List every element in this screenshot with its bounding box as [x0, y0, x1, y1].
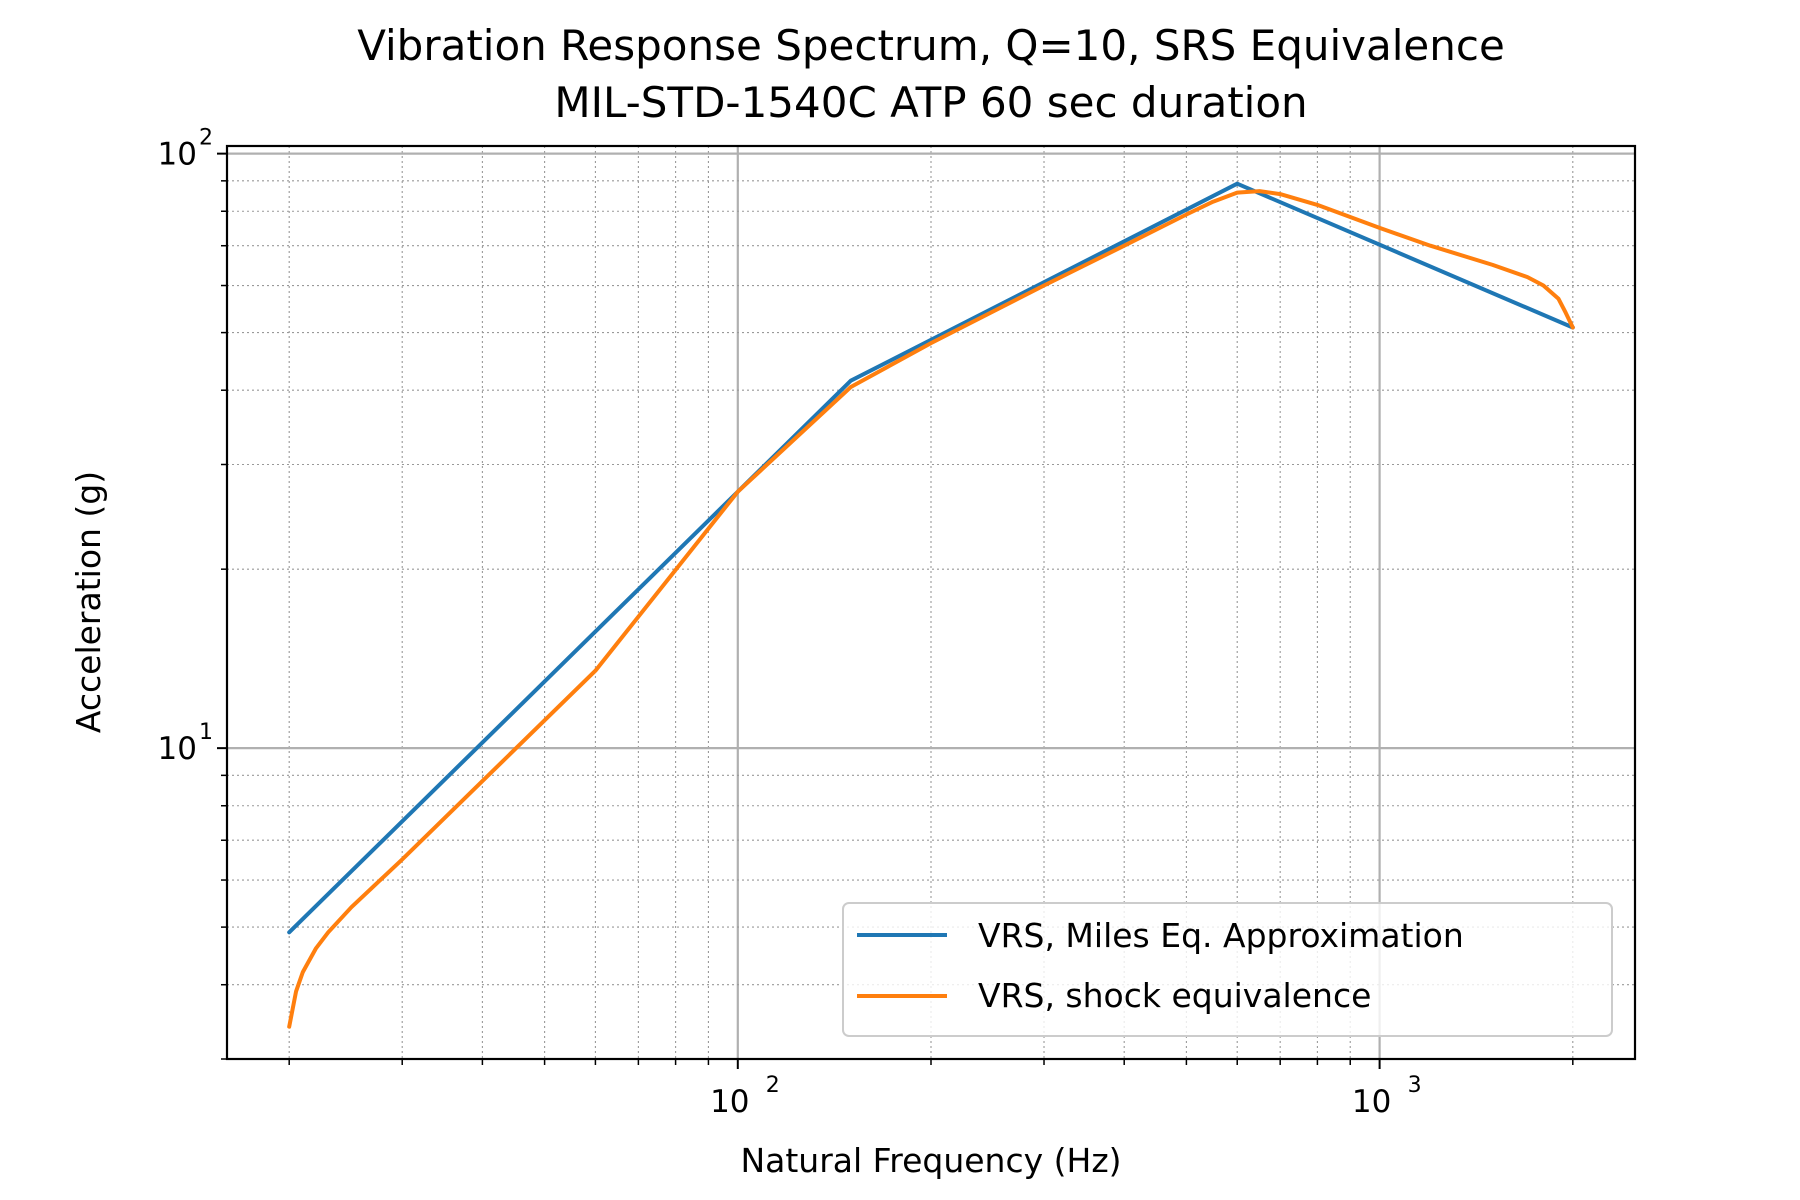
axis-ticks: 10 2 10 310 110 2 — [158, 126, 1574, 1120]
x-tick-label-exponent: 2 — [766, 1073, 780, 1098]
x-tick-label-exponent: 3 — [1408, 1073, 1422, 1098]
legend-label-miles: VRS, Miles Eq. Approximation — [978, 916, 1464, 955]
chart-title: Vibration Response Spectrum, Q=10, SRS E… — [357, 21, 1505, 70]
y-tick-label: 10 — [158, 731, 197, 767]
x-tick-label: 10 — [710, 1084, 749, 1120]
series-line-miles — [287, 181, 1575, 935]
x-tick-label: 10 — [1352, 1084, 1391, 1120]
x-axis-label: Natural Frequency (Hz) — [740, 1141, 1121, 1180]
y-axis-label: Acceleration (g) — [69, 471, 108, 733]
series-layer — [287, 181, 1575, 1029]
y-tick-label-exponent: 2 — [199, 126, 213, 151]
series-line-shock — [287, 189, 1575, 1029]
legend: VRS, Miles Eq. Approximation VRS, shock … — [842, 902, 1613, 1037]
y-tick-label-exponent: 1 — [199, 720, 213, 745]
y-tick-label: 10 — [158, 137, 197, 173]
legend-box — [842, 902, 1613, 1037]
legend-label-shock: VRS, shock equivalence — [978, 976, 1371, 1015]
chart-subtitle: MIL-STD-1540C ATP 60 sec duration — [554, 78, 1307, 127]
